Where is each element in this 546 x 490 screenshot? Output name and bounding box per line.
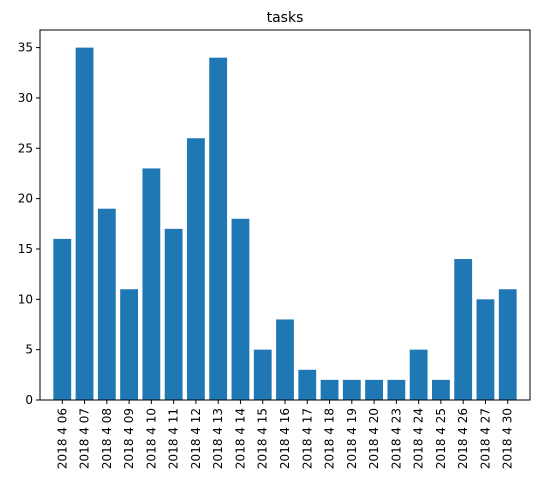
y-tick-label: 10: [18, 292, 33, 306]
x-tick-label: 2018 4 08: [100, 408, 114, 469]
x-tick-label: 2018 4 19: [345, 408, 359, 469]
x-tick-label: 2018 4 25: [434, 408, 448, 469]
bars-group: [53, 47, 517, 401]
bar-2018-4-07: [75, 47, 94, 400]
y-tick-label: 15: [18, 242, 33, 256]
y-tick-label: 5: [25, 343, 33, 357]
x-tick-label: 2018 4 17: [300, 408, 314, 469]
x-tick-label: 2018 4 13: [211, 408, 225, 469]
bar-2018-4-09: [120, 289, 138, 400]
x-tick-label: 2018 4 09: [122, 408, 136, 469]
bar-2018-4-23: [387, 379, 406, 400]
bar-2018-4-13: [209, 57, 228, 401]
bar-2018-4-15: [253, 349, 272, 400]
bar-2018-4-06: [53, 238, 72, 400]
x-tick-label: 2018 4 07: [78, 408, 92, 469]
x-tick-label: 2018 4 30: [501, 408, 515, 469]
y-tick-label: 0: [25, 393, 33, 407]
bar-2018-4-16: [276, 319, 294, 400]
x-axis: 2018 4 06 2018 4 07 2018 4 08 2018 4 09 2018…: [55, 400, 515, 469]
x-tick-label: 2018 4 18: [323, 408, 337, 469]
x-tick-label: 2018 4 26: [456, 408, 470, 469]
bar-2018-4-20: [365, 379, 383, 400]
x-tick-label: 2018 4 06: [55, 408, 69, 469]
bar-2018-4-24: [409, 349, 428, 400]
x-tick-label: 2018 4 16: [278, 408, 292, 469]
bar-2018-4-14: [231, 218, 250, 400]
x-tick-label: 2018 4 15: [256, 408, 270, 469]
y-tick-label: 25: [18, 141, 33, 155]
bar-2018-4-18: [320, 379, 339, 400]
bar-2018-4-10: [142, 168, 161, 400]
x-tick-label: 2018 4 23: [389, 408, 403, 469]
x-tick-label: 2018 4 12: [189, 408, 203, 469]
x-tick-label: 2018 4 10: [144, 408, 158, 469]
bar-2018-4-17: [298, 369, 317, 400]
chart-title: tasks: [267, 10, 304, 26]
bar-2018-4-30: [498, 289, 517, 400]
bar-2018-4-08: [97, 208, 116, 400]
x-tick-label: 2018 4 11: [167, 408, 181, 469]
bar-2018-4-11: [164, 228, 183, 400]
bar-2018-4-12: [187, 138, 205, 400]
bar-2018-4-25: [432, 379, 450, 400]
plot-frame: [39, 29, 531, 401]
x-tick-label: 2018 4 27: [478, 408, 492, 469]
y-tick-label: 20: [18, 192, 33, 206]
y-tick-label: 30: [18, 91, 33, 105]
bar-2018-4-19: [342, 379, 361, 400]
y-axis: 0 5 10 15 20 25 30 35: [18, 41, 40, 407]
bar-2018-4-27: [476, 299, 495, 400]
x-tick-label: 2018 4 14: [233, 408, 247, 469]
x-tick-label: 2018 4 24: [412, 408, 426, 469]
bar-2018-4-26: [454, 259, 473, 400]
y-tick-label: 35: [18, 41, 33, 55]
x-tick-label: 2018 4 20: [367, 408, 381, 469]
